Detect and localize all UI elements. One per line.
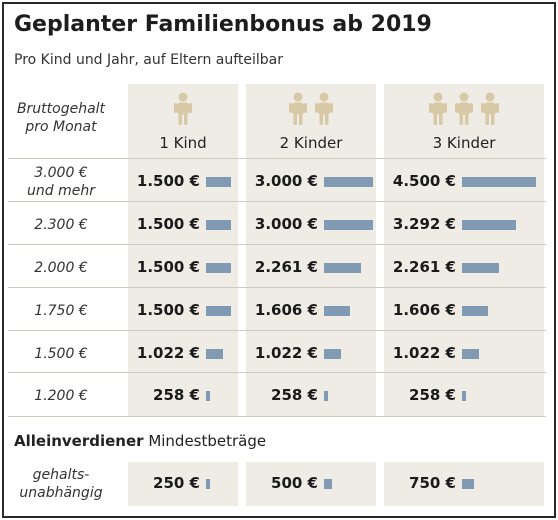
value-bar (324, 478, 333, 489)
value-bar (206, 478, 211, 489)
child-person-icon (174, 92, 192, 125)
cell-value: 1.500 € (136, 257, 200, 276)
cell-value: 3.000 € (254, 214, 318, 233)
cell-value: 1.606 € (392, 300, 456, 319)
value-bar (462, 390, 467, 401)
row-label-line: 1.500 € (34, 345, 88, 362)
table-row-label: 1.200 € (6, 387, 116, 405)
row-header-line: pro Monat (25, 119, 97, 135)
chart-title: Geplanter Familienbonus ab 2019 (14, 12, 432, 37)
value-bar (206, 390, 211, 401)
column-header-label: 3 Kinder (432, 134, 496, 152)
cell-value: 250 € (153, 473, 200, 492)
column-header-label: 1 Kind (159, 134, 207, 152)
child-person-icon (289, 92, 307, 125)
cell-value: 1.500 € (136, 214, 200, 233)
row-label-line: 2.300 € (34, 216, 88, 233)
value-bar (206, 262, 231, 273)
table-row-label: 3.000 € und mehr (6, 164, 116, 200)
value-bar (462, 305, 489, 316)
cell-value: 3.000 € (254, 171, 318, 190)
row-divider (8, 201, 546, 202)
cell-value: 2.261 € (392, 257, 456, 276)
row-label-line: 1.750 € (34, 302, 88, 319)
cell-value: 3.292 € (392, 214, 456, 233)
cell-value: 500 € (271, 473, 318, 492)
section-title-bold: Alleinverdiener (14, 432, 144, 450)
table-row-label: 2.000 € (6, 259, 116, 277)
row-header-label: Bruttogehalt pro Monat (6, 100, 116, 136)
cell-value: 1.500 € (136, 300, 200, 319)
value-bar (206, 219, 231, 230)
value-bar (324, 219, 374, 230)
row-label-line: und mehr (27, 182, 95, 199)
cell-value: 1.022 € (254, 343, 318, 362)
value-bar (324, 390, 329, 401)
row-divider (8, 372, 546, 373)
row-label-line: 3.000 € (34, 164, 88, 181)
row-divider (8, 158, 546, 159)
row-divider (8, 416, 546, 417)
section-title: Alleinverdiener Mindestbeträge (14, 432, 266, 450)
child-person-icon (481, 92, 499, 125)
cell-value: 1.022 € (392, 343, 456, 362)
cell-value: 258 € (271, 385, 318, 404)
cell-value: 4.500 € (392, 171, 456, 190)
row-label-line: 2.000 € (34, 259, 88, 276)
column-header-label: 2 Kinder (279, 134, 343, 152)
value-bar (206, 176, 231, 187)
row-divider (8, 287, 546, 288)
value-bar (462, 262, 500, 273)
row-label-line: unabhängig (19, 484, 103, 501)
value-bar (462, 219, 517, 230)
cell-value: 258 € (153, 385, 200, 404)
cell-value: 258 € (409, 385, 456, 404)
cell-value: 1.022 € (136, 343, 200, 362)
value-bar (324, 348, 341, 359)
minimum-row-label: gehalts-unabhängig (6, 466, 116, 502)
chart-subtitle: Pro Kind und Jahr, auf Eltern aufteilbar (14, 52, 284, 68)
child-person-icon (429, 92, 447, 125)
child-person-icon (315, 92, 333, 125)
value-bar (324, 262, 362, 273)
table-row-label: 1.750 € (6, 302, 116, 320)
value-bar (206, 305, 231, 316)
cell-value: 1.500 € (136, 171, 200, 190)
row-label-line: gehalts- (32, 466, 90, 483)
cell-value: 750 € (409, 473, 456, 492)
column-background (246, 84, 376, 416)
value-bar (324, 176, 374, 187)
row-divider (8, 330, 546, 331)
value-bar (206, 348, 223, 359)
row-header-line: Bruttogehalt (16, 101, 106, 117)
table-row-label: 2.300 € (6, 216, 116, 234)
cell-value: 1.606 € (254, 300, 318, 319)
child-person-icon (455, 92, 473, 125)
row-divider (8, 244, 546, 245)
row-label-line: 1.200 € (34, 387, 88, 404)
value-bar (462, 176, 536, 187)
section-title-rest: Mindestbeträge (143, 432, 267, 450)
column-background (384, 84, 544, 416)
table-row-label: 1.500 € (6, 345, 116, 363)
column-background (128, 462, 238, 506)
value-bar (462, 478, 475, 489)
column-background (246, 462, 376, 506)
value-bar (462, 348, 479, 359)
value-bar (324, 305, 351, 316)
column-background (128, 84, 238, 416)
cell-value: 2.261 € (254, 257, 318, 276)
